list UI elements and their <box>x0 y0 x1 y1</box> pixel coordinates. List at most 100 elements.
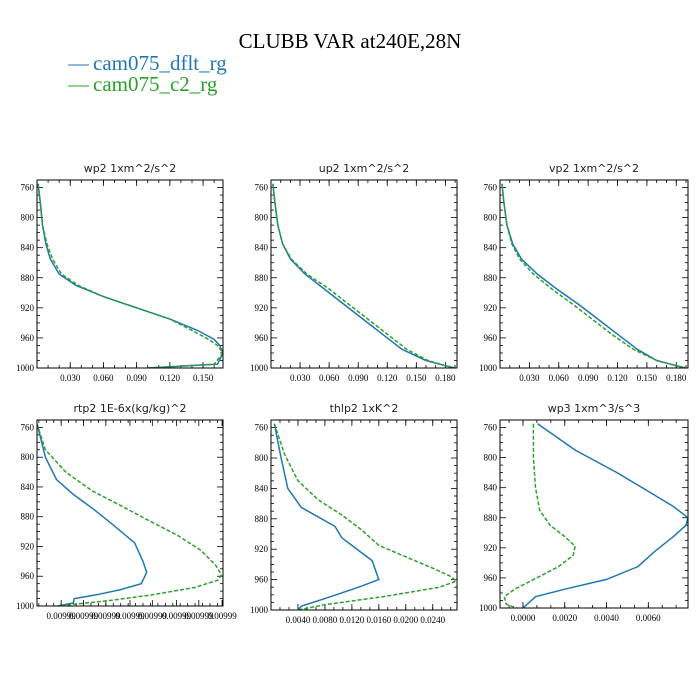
panel-title: up2 1xm^2/s^2 <box>319 162 410 175</box>
x-tick-label: 0.00999 <box>184 611 214 621</box>
y-tick-label: 840 <box>255 483 269 493</box>
x-tick-label: 0.0240 <box>420 615 445 625</box>
x-tick-label: 0.120 <box>377 373 398 383</box>
x-tick-label: 0.0200 <box>393 615 418 625</box>
y-tick-label: 800 <box>21 213 35 223</box>
series-line-c2 <box>272 183 456 368</box>
y-tick-label: 920 <box>255 303 269 313</box>
y-tick-label: 1000 <box>479 603 498 613</box>
panel-title: wp3 1xm^3/s^3 <box>548 402 641 415</box>
y-tick-label: 880 <box>255 514 269 524</box>
legend: — cam075_dflt_rg — cam075_c2_rg <box>67 51 227 96</box>
y-tick-label: 800 <box>255 213 269 223</box>
x-tick-label: 0.060 <box>319 373 340 383</box>
y-tick-label: 760 <box>484 423 498 433</box>
y-tick-label: 760 <box>484 183 498 193</box>
y-tick-label: 1000 <box>250 605 269 615</box>
y-tick-label: 760 <box>21 422 35 432</box>
x-tick-label: 0.0120 <box>339 615 364 625</box>
x-tick-label: 0.00999 <box>162 611 192 621</box>
y-tick-label: 760 <box>255 183 269 193</box>
figure-title: CLUBB VAR at240E,28N <box>239 29 462 53</box>
x-tick-label: 0.150 <box>406 373 427 383</box>
series-line-c2 <box>503 423 577 608</box>
plot-frame <box>36 419 224 607</box>
y-tick-label: 760 <box>21 183 35 193</box>
x-tick-label: 0.00999 <box>138 611 168 621</box>
x-tick-label: 0.090 <box>348 373 369 383</box>
x-tick-label: 0.090 <box>578 373 599 383</box>
x-tick-label: 0.0080 <box>313 615 338 625</box>
x-tick-label: 0.0000 <box>511 613 536 623</box>
y-tick-label: 800 <box>21 452 35 462</box>
y-tick-label: 960 <box>255 575 269 585</box>
x-tick-label: 0.180 <box>666 373 687 383</box>
panel-title: rtp2 1E-6x(kg/kg)^2 <box>74 402 187 415</box>
x-tick-label: 0.060 <box>93 373 114 383</box>
x-tick-label: 0.030 <box>290 373 311 383</box>
y-tick-label: 920 <box>21 303 35 313</box>
plot-frame <box>36 179 224 369</box>
y-tick-label: 960 <box>255 333 269 343</box>
plot-frame <box>270 179 458 369</box>
x-tick-label: 0.0020 <box>552 613 577 623</box>
x-tick-label: 0.120 <box>160 373 181 383</box>
x-tick-label: 0.0060 <box>636 613 661 623</box>
y-tick-label: 1000 <box>16 601 35 611</box>
y-tick-label: 840 <box>255 243 269 253</box>
y-tick-label: 840 <box>21 243 35 253</box>
panel-grid: wp2 1xm^2/s^2 760 800 840 880 920 960 1000 0.030… <box>16 162 689 625</box>
series-line-c2 <box>273 423 457 610</box>
series-line-c2 <box>501 183 687 368</box>
panel-title: thlp2 1xK^2 <box>330 402 399 415</box>
x-tick-label: 0.150 <box>193 373 214 383</box>
x-tick-label: 0.180 <box>435 373 456 383</box>
x-tick-label: 0.00999 <box>115 611 145 621</box>
legend-label-c2: cam075_c2_rg <box>93 72 218 96</box>
y-tick-label: 960 <box>484 573 498 583</box>
x-tick-label: 0.0040 <box>594 613 619 623</box>
x-tick-label: 0.030 <box>519 373 540 383</box>
x-tick-label: 0.0160 <box>366 615 391 625</box>
y-tick-label: 1000 <box>16 363 35 373</box>
plot-frame <box>499 179 689 369</box>
panel-3: vp2 1xm^2/s^2 760 800 840 880 920 960 1000 0.030… <box>479 162 689 383</box>
series-line-c2 <box>37 423 223 606</box>
y-tick-label: 800 <box>255 453 269 463</box>
y-tick-label: 800 <box>484 453 498 463</box>
y-tick-label: 960 <box>21 333 35 343</box>
y-tick-label: 1000 <box>250 363 269 373</box>
x-tick-label: 0.00999 <box>47 611 77 621</box>
y-tick-label: 880 <box>21 512 35 522</box>
x-tick-label: 0.090 <box>127 373 148 383</box>
y-tick-label: 920 <box>21 541 35 551</box>
panel-6: wp3 1xm^3/s^3 760 800 840 880 920 960 1000 0.000… <box>479 402 689 623</box>
series-line-dflt <box>37 423 148 606</box>
y-tick-label: 920 <box>484 543 498 553</box>
panel-4: rtp2 1E-6x(kg/kg)^2 760 800 840 880 920 960 100… <box>16 402 237 621</box>
x-tick-label: 0.00999 <box>91 611 121 621</box>
y-tick-label: 960 <box>21 571 35 581</box>
y-tick-label: 840 <box>21 482 35 492</box>
x-tick-label: 0.120 <box>607 373 628 383</box>
y-tick-label: 960 <box>484 333 498 343</box>
series-line-c2 <box>37 183 223 368</box>
legend-label-dflt: cam075_dflt_rg <box>93 51 227 75</box>
plot-frame <box>499 419 689 609</box>
series-line-dflt <box>37 183 223 368</box>
y-tick-label: 920 <box>484 303 498 313</box>
x-tick-label: 0.00999 <box>207 611 237 621</box>
panel-2: up2 1xm^2/s^2 760 800 840 880 920 960 1000 0.030… <box>250 162 458 383</box>
series-line-dflt <box>273 423 380 610</box>
y-tick-label: 1000 <box>479 363 498 373</box>
y-tick-label: 880 <box>21 273 35 283</box>
x-tick-label: 0.00999 <box>69 611 99 621</box>
legend-marker-dflt: — <box>67 51 90 75</box>
series-line-dflt <box>501 183 687 368</box>
panel-1: wp2 1xm^2/s^2 760 800 840 880 920 960 1000 0.030… <box>16 162 224 383</box>
legend-entry-c2: — cam075_c2_rg <box>67 72 218 96</box>
series-line-dflt <box>272 183 456 368</box>
y-tick-label: 840 <box>484 243 498 253</box>
